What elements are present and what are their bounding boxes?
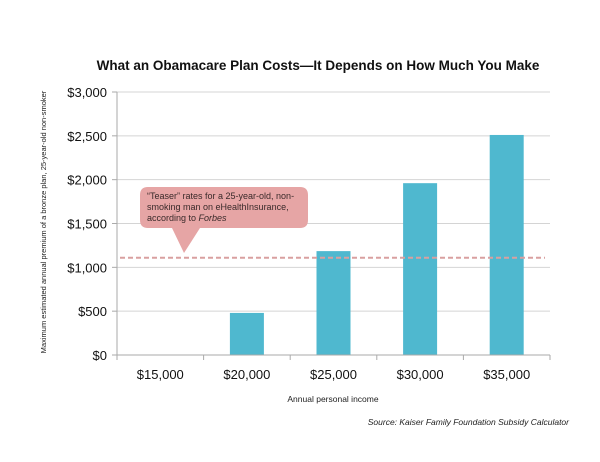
x-tick-label: $25,000 bbox=[310, 367, 357, 382]
annotation-text-line: “Teaser” rates for a 25-year-old, non- bbox=[147, 191, 294, 201]
y-tick-label: $1,000 bbox=[67, 260, 107, 275]
annotation-text-line: according to Forbes bbox=[147, 213, 227, 223]
y-tick-label: $2,500 bbox=[67, 129, 107, 144]
x-tick-label: $20,000 bbox=[223, 367, 270, 382]
bar-$35,000 bbox=[489, 134, 524, 355]
x-tick-label: $35,000 bbox=[483, 367, 530, 382]
annotation-text-line: smoking man on eHealthInsurance, bbox=[147, 202, 289, 212]
annotation-italic: Forbes bbox=[199, 213, 228, 223]
x-axis-label: Annual personal income bbox=[287, 394, 378, 404]
source-note: Source: Kaiser Family Foundation Subsidy… bbox=[368, 417, 570, 427]
bar-$25,000 bbox=[316, 251, 351, 355]
y-tick-label: $3,000 bbox=[67, 85, 107, 100]
chart-title: What an Obamacare Plan Costs—It Depends … bbox=[97, 58, 540, 73]
bar-$20,000 bbox=[229, 312, 264, 355]
reference-line-group: “Teaser” rates for a 25-year-old, non-sm… bbox=[120, 187, 545, 259]
y-tick-label: $500 bbox=[78, 304, 107, 319]
y-axis-label: Maximum estimated annual premium of a br… bbox=[39, 90, 48, 353]
bar-$30,000 bbox=[403, 183, 438, 355]
x-tick-label: $30,000 bbox=[397, 367, 444, 382]
y-tick-label: $1,500 bbox=[67, 217, 107, 232]
x-tick-label: $15,000 bbox=[137, 367, 184, 382]
axes: $0 $500 $1,000 $1,500 $2,000 $2,500 $3,000 $15,… bbox=[67, 85, 551, 382]
bars bbox=[229, 134, 524, 355]
y-tick-label: $0 bbox=[93, 348, 107, 363]
annotation-callout bbox=[140, 187, 308, 253]
y-tick-label: $2,000 bbox=[67, 173, 107, 188]
